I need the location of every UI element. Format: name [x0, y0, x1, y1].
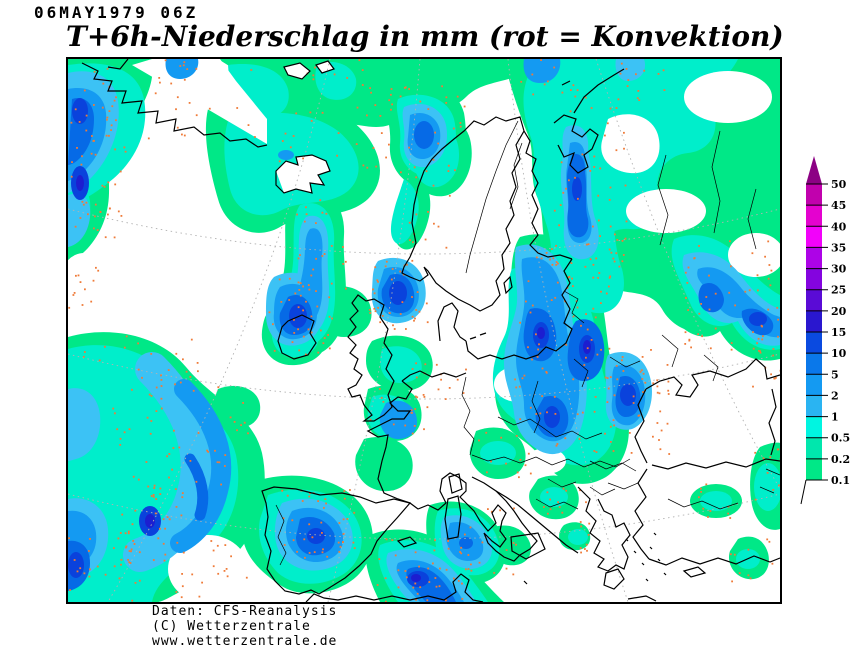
precip-level-blue4	[68, 98, 767, 587]
convection-speckles	[68, 59, 780, 602]
coast-denmark	[437, 302, 467, 342]
svg-text:0.2: 0.2	[831, 453, 850, 466]
attribution: Daten: CFS-Reanalysis (C) Wetterzentrale…	[152, 604, 337, 649]
coast-baltic	[465, 258, 573, 360]
coast-netherlands	[401, 370, 467, 382]
coast-crete	[627, 595, 657, 602]
coast-north-africa	[305, 573, 484, 602]
coast-iberia	[261, 486, 412, 595]
coastlines	[81, 59, 780, 602]
precipitation-map	[68, 59, 780, 602]
svg-text:25: 25	[831, 284, 846, 297]
svg-text:2: 2	[831, 389, 839, 402]
svg-text:40: 40	[831, 220, 847, 233]
coast-svalbard	[283, 62, 311, 80]
coast-italy	[439, 472, 538, 562]
svg-text:0.5: 0.5	[831, 432, 850, 445]
coast-finland	[523, 130, 573, 260]
svg-text:10: 10	[831, 347, 847, 360]
coast-black-sea-west	[634, 388, 648, 464]
map-frame	[66, 57, 782, 604]
attribution-source: Daten: CFS-Reanalysis	[152, 604, 338, 619]
map-title: T+6h-Niederschlag in mm (rot = Konvektio…	[66, 20, 784, 53]
coast-turkey-west	[632, 468, 650, 560]
attribution-copyright: (C) Wetterzentrale	[152, 619, 311, 634]
coast-white-sea	[553, 114, 599, 174]
coast-britain	[347, 294, 395, 422]
coast-novaya-zemlya	[573, 68, 625, 114]
svg-text:1: 1	[831, 411, 839, 424]
graticule	[68, 59, 780, 602]
coast-sardinia	[444, 495, 462, 540]
precipitation-legend: 0.1 0.2 0.5 1 2 5 10 15 20 25 30 35 40 45 50	[800, 154, 850, 544]
coast-turkey-north	[651, 458, 780, 470]
coast-peloponnese	[603, 568, 625, 590]
precip-level-blue5	[76, 175, 591, 582]
country-borders	[275, 120, 780, 566]
coast-cyprus	[682, 566, 707, 578]
attribution-url: www.wetterzentrale.de	[152, 634, 338, 649]
coast-black-sea-north	[645, 358, 780, 398]
datetime-label: 06MAY1979 06Z	[34, 3, 199, 22]
white-gaps	[68, 59, 780, 602]
svg-text:45: 45	[831, 199, 846, 212]
coast-greenland	[81, 62, 268, 148]
coast-adriatic-east	[495, 490, 579, 554]
svg-text:5: 5	[831, 368, 839, 381]
coast-ireland	[277, 314, 317, 360]
svg-text:35: 35	[831, 241, 846, 254]
coast-iceland	[275, 154, 331, 194]
coast-sicily	[510, 532, 546, 560]
svg-text:50: 50	[831, 178, 847, 191]
coast-france	[366, 380, 413, 504]
svg-text:15: 15	[831, 326, 846, 339]
coast-turkey-south	[648, 555, 780, 566]
coast-corsica	[448, 473, 463, 494]
svg-text:20: 20	[831, 305, 847, 318]
coast-riviera	[409, 502, 447, 511]
svg-text:30: 30	[831, 263, 847, 276]
coast-greece	[577, 486, 631, 572]
svg-text:0.1: 0.1	[831, 474, 850, 487]
coast-scandinavia	[401, 116, 525, 312]
